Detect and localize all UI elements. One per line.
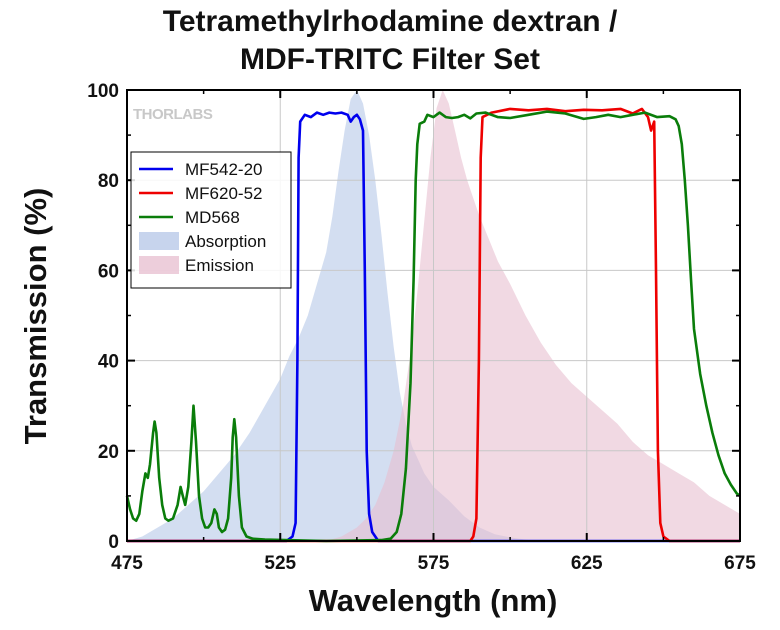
x-tick-label: 575: [418, 553, 450, 574]
line-series-mf620-52: [127, 107, 740, 543]
x-axis-title: Wavelength (nm): [309, 583, 558, 618]
x-tick-label: 525: [264, 553, 296, 574]
area-emission: [326, 90, 740, 541]
legend-box: [130, 151, 292, 289]
line-series-md568: [125, 110, 741, 543]
chart-title-line2: MDF-TRITC Filter Set: [240, 43, 540, 76]
area-absorption: [127, 90, 541, 541]
y-tick-label: 40: [98, 352, 119, 373]
axes-layer: 475 525 575 625 675 0 20 40 60 80 100: [87, 81, 756, 574]
legend-label: Absorption: [185, 232, 266, 251]
x-tick-label: 675: [724, 553, 756, 574]
x-tick-label: 625: [571, 553, 603, 574]
legend: MF542-20 MF620-52 MD568 Absorption Emission: [130, 151, 292, 289]
y-axis-title: Transmission (%): [18, 188, 53, 445]
legend-label: MD568: [185, 208, 240, 227]
legend-label: MF620-52: [185, 184, 262, 203]
y-tick-label: 0: [108, 532, 119, 553]
area-layer: [127, 90, 740, 541]
chart-title-line1: Tetramethylrhodamine dextran /: [162, 5, 618, 38]
line-series-mf542-20: [127, 111, 740, 543]
thorlabs-logo: THORLABS: [133, 106, 213, 123]
y-tick-label: 100: [87, 81, 119, 102]
legend-label: Emission: [185, 256, 254, 275]
legend-label: MF542-20: [185, 160, 262, 179]
y-tick-label: 60: [98, 261, 119, 282]
legend-swatch-emission: [139, 256, 179, 274]
y-tick-label: 20: [98, 442, 119, 463]
x-tick-label: 475: [111, 553, 143, 574]
line-layer: [125, 107, 741, 543]
y-tick-label: 80: [98, 171, 119, 192]
legend-swatch-absorption: [139, 232, 179, 250]
